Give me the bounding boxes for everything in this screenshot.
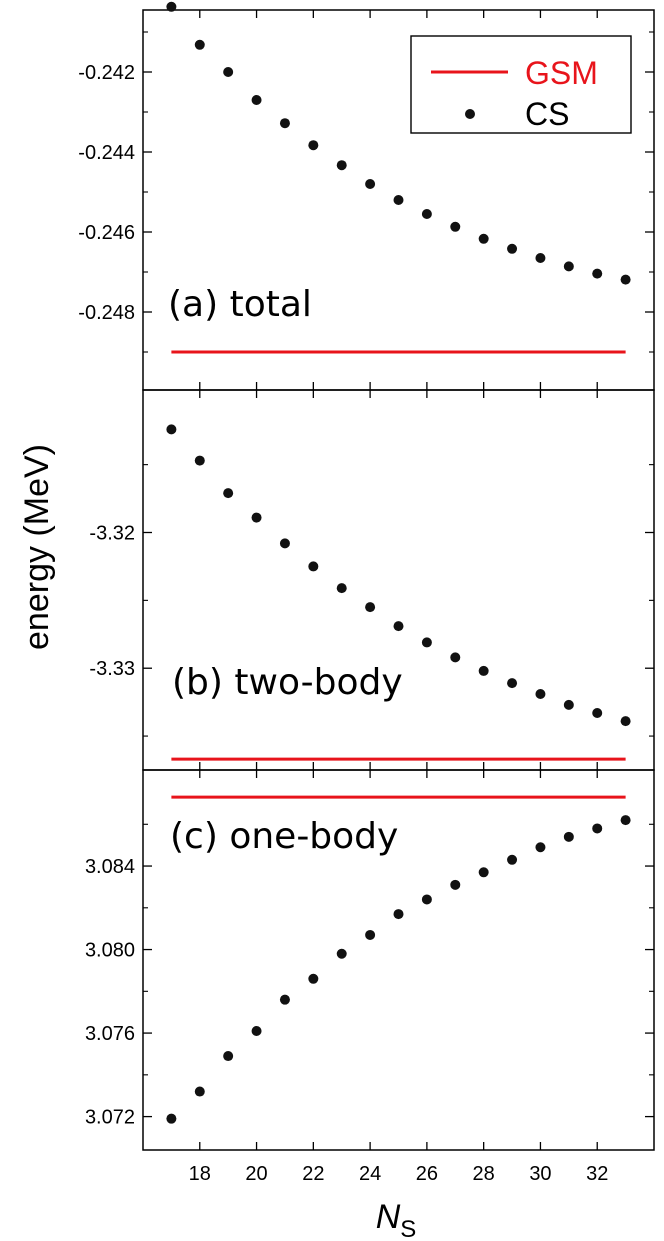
legend-cs-label: CS — [525, 96, 569, 132]
x-axis-title-sub: S — [400, 1216, 416, 1241]
cs-point-b — [507, 678, 518, 689]
panel-label-b: (b) two-body — [172, 662, 403, 703]
cs-point-b — [563, 699, 574, 710]
cs-point-b — [194, 455, 205, 466]
cs-point-c — [563, 831, 574, 842]
cs-point-c — [478, 867, 489, 878]
xtick-label: 28 — [473, 1163, 495, 1185]
x-axis-title-main: N — [376, 1198, 401, 1236]
legend-cs-swatch — [465, 109, 475, 119]
legend: GSM CS — [410, 35, 632, 134]
cs-point-b — [478, 665, 489, 676]
xtick-label: 22 — [302, 1163, 324, 1185]
cs-point-c — [223, 1051, 234, 1062]
legend-box — [410, 35, 632, 134]
cs-point-a — [535, 253, 546, 263]
cs-point-c — [535, 842, 546, 853]
gsm-lines — [171, 350, 626, 799]
panel-a-ytick-label: -0.242 — [78, 62, 135, 84]
cs-point-b — [223, 488, 234, 499]
panel-c-ytick-label: 3.084 — [85, 856, 135, 878]
cs-point-c — [194, 1086, 205, 1097]
axis-ticks — [143, 10, 654, 1150]
cs-point-a — [450, 221, 461, 232]
cs-point-c — [393, 909, 404, 920]
panel-b-ytick-label: -3.33 — [89, 658, 135, 680]
cs-point-a — [620, 274, 631, 285]
panel-a-ytick-label: -0.246 — [78, 222, 135, 244]
cs-point-a — [223, 67, 234, 77]
cs-point-c — [279, 994, 290, 1005]
cs-point-a — [592, 268, 603, 279]
cs-point-b — [279, 538, 290, 549]
cs-point-a — [279, 118, 290, 129]
cs-point-b — [393, 621, 404, 632]
cs-point-a — [251, 95, 262, 105]
cs-point-b — [166, 424, 177, 435]
panel-a-ytick-label: -0.244 — [78, 142, 135, 164]
panel-c-ytick-label: 3.080 — [85, 940, 135, 962]
panel-frame-c — [142, 769, 655, 1151]
cs-point-a — [336, 160, 347, 171]
xtick-label: 30 — [529, 1163, 551, 1185]
panel-frames — [142, 9, 655, 1151]
cs-point-b — [620, 716, 631, 727]
panel-label-c: (c) one-body — [170, 816, 398, 857]
cs-point-b — [308, 561, 319, 572]
tick-labels: -0.242 -0.244 -0.246 -0.248 -3.32 -3.33 3.084 3… — [78, 62, 608, 1185]
cs-point-a — [393, 195, 404, 205]
cs-point-c — [166, 1113, 177, 1124]
cs-point-b — [450, 652, 461, 663]
cs-point-b — [592, 708, 603, 718]
cs-point-a — [308, 140, 319, 151]
cs-point-b — [421, 637, 432, 648]
panel-c-ytick-label: 3.072 — [85, 1107, 135, 1129]
cs-point-a — [507, 243, 518, 254]
x-axis-title: NS — [376, 1198, 417, 1241]
y-axis-title: energy (MeV) — [18, 444, 56, 650]
cs-point-c — [308, 973, 319, 984]
xtick-label: 18 — [189, 1163, 211, 1185]
cs-point-c — [421, 894, 432, 905]
cs-point-c — [507, 854, 518, 865]
cs-point-c — [450, 879, 461, 890]
cs-point-c — [365, 929, 376, 940]
panel-frame-b — [142, 389, 655, 771]
cs-point-c — [620, 815, 631, 826]
xtick-label: 26 — [416, 1163, 438, 1185]
cs-point-a — [166, 1, 177, 12]
panel-a-ytick-label: -0.248 — [78, 302, 135, 324]
xtick-label: 32 — [586, 1163, 608, 1185]
panel-label-a: (a) total — [168, 284, 312, 325]
cs-point-b — [535, 689, 546, 699]
cs-point-c — [251, 1025, 262, 1036]
cs-point-a — [194, 39, 205, 50]
legend-gsm-label: GSM — [525, 55, 598, 91]
cs-point-a — [478, 233, 489, 244]
xtick-label: 20 — [245, 1163, 267, 1185]
cs-point-b — [336, 583, 347, 594]
cs-point-b — [251, 512, 262, 523]
panel-b-ytick-label: -3.32 — [89, 523, 135, 545]
cs-point-c — [336, 948, 347, 959]
cs-point-c — [592, 823, 603, 834]
cs-point-a — [365, 179, 376, 189]
cs-point-b — [365, 602, 376, 613]
cs-point-a — [421, 209, 432, 219]
panel-c-ytick-label: 3.076 — [85, 1023, 135, 1045]
cs-points — [166, 1, 631, 1124]
xtick-label: 24 — [359, 1163, 381, 1185]
cs-point-a — [563, 261, 574, 272]
